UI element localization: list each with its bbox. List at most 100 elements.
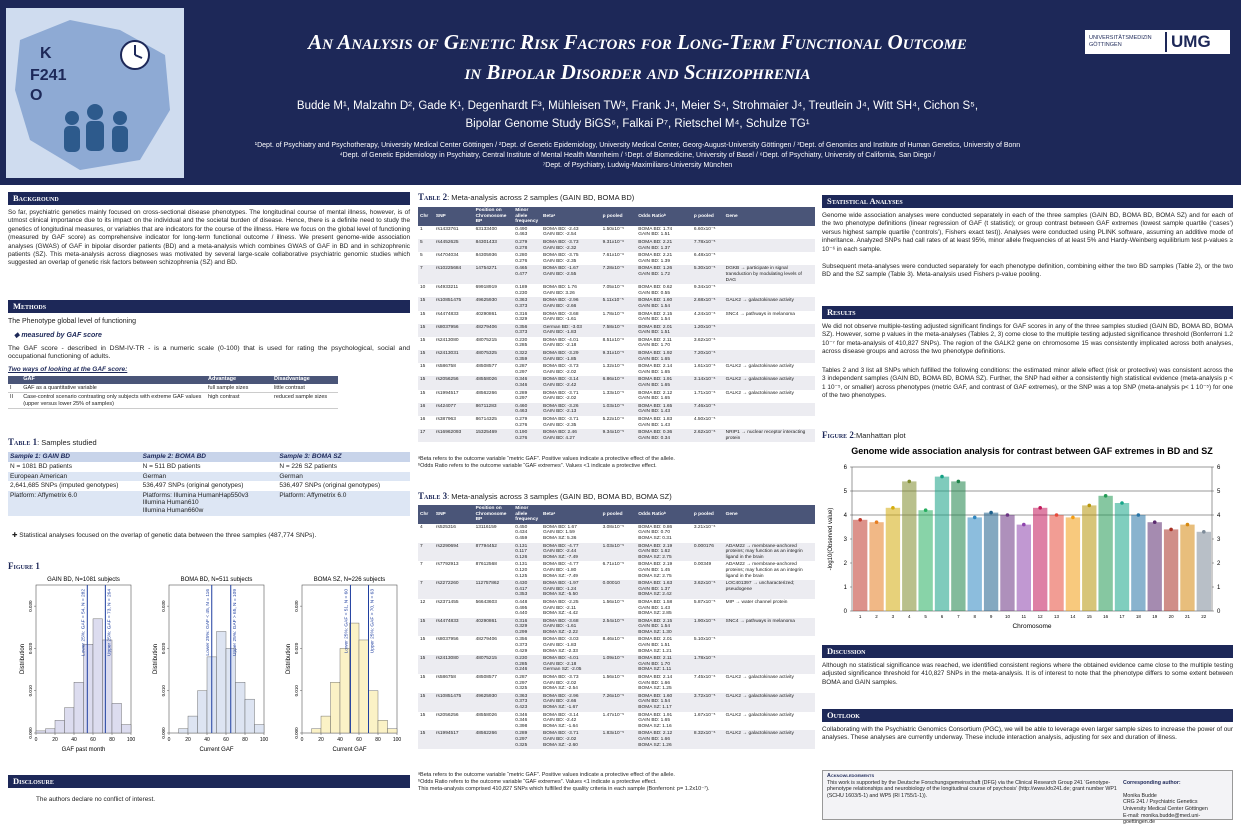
x-tick-label: 20 [318, 737, 324, 743]
cell: 2.62x10⁻⁶ [691, 429, 724, 443]
panel-title: BOMA BD, N=511 subjects [181, 577, 253, 583]
paragraph: We did not observe multiple-testing adju… [822, 323, 1233, 356]
table-row: N = 1081 BD patients N = 511 BD patients N… [8, 462, 410, 472]
caption-text: : Meta-analysis across 3 samples (GAIN B… [447, 492, 672, 501]
column-header: SNP [433, 505, 474, 524]
column-header: Gene [723, 505, 815, 524]
peak-point [1103, 494, 1108, 498]
cell: SNC4 → pathways in melanoma [725, 311, 795, 317]
cell: 48508577 [475, 364, 497, 370]
hist-bar [235, 682, 246, 734]
hist-bar [64, 707, 75, 734]
cell: N = 511 BD patients [140, 462, 278, 472]
cell: 0.490 0.463 [515, 226, 528, 238]
cell: 15 [418, 692, 434, 712]
x-tick-label: 20 [185, 737, 191, 743]
x-tick-label: 0 [35, 737, 38, 743]
section-heading: Discussion [822, 645, 1233, 658]
table-row: 15 rs2413080 48075215 0.230 0.285 BOMA BD: -… [418, 337, 815, 350]
y-tick-label: 0.000 [28, 727, 33, 739]
column-header: p pooled [600, 207, 637, 226]
hist-bar [102, 639, 113, 734]
peak-point [891, 506, 895, 510]
logo-mark: UMG [1165, 32, 1211, 52]
contact-heading: Corresponding author: [1123, 779, 1181, 786]
hist-bar [73, 682, 84, 734]
cell: 4 [420, 524, 423, 530]
table-row: 7 rs7792913 87612568 0.131 0.120 0.125 BOMA … [418, 561, 815, 580]
cell: GALK2 → galactokinase activity [723, 297, 815, 311]
cell: 3.62x10⁻⁶ [693, 337, 716, 343]
cell: 13116159 [475, 524, 497, 530]
cell: 0.363 0.373 0.423 [513, 692, 542, 712]
cell: BOMA BD: 2.21 GAIN BD: 1.37 [636, 238, 692, 253]
paragraph: The GAF score - described in DSM-IV-TR -… [8, 345, 410, 361]
ack-box: Acknowledgements This work is supported … [822, 770, 1233, 825]
cell: BOMA BD: 1.91 GAIN BD: 1.65 BOMA SZ: 1.1… [638, 712, 673, 729]
cell: 14754271 [473, 265, 514, 285]
column-header: Sample 3: BOMA SZ [277, 452, 410, 462]
table-row: 7 rs10225684 14754271 0.465 0.477 BOMA BD: -… [418, 265, 815, 285]
cell: GALK2 → galactokinase activity [725, 390, 794, 396]
section-heading: Methods [8, 300, 410, 313]
paragraph: Genome wide association analyses were co… [822, 212, 1233, 253]
cell [723, 238, 815, 253]
cell: 15 [418, 730, 434, 750]
cell: 0.356 0.373 0.429 [515, 637, 528, 654]
y-tick-label: 0.020 [161, 642, 166, 654]
paragraph: Although no statistical significance was… [822, 662, 1233, 686]
cell: rs2371455 [435, 599, 459, 605]
cell: 15 [420, 675, 426, 681]
y-tick-label: 2 [1217, 561, 1221, 567]
cell: BOMA BD: 2.14 GAIN BD: 1.66 BOMA SZ: 1.2… [638, 675, 673, 692]
section-heading: Results [822, 306, 1233, 319]
cell: 7 [420, 562, 423, 568]
column-header: Odds Ratioᵇ [636, 505, 692, 524]
peak-point [972, 515, 977, 520]
cell: 5 [420, 253, 423, 259]
cutoff-label: Lower 25%: GAF < 45, N = 116 [205, 589, 211, 656]
cell: 8.51x10⁻⁶ [602, 337, 625, 343]
cell: BOMA BD: -3.71 GAIN BD: -2.35 [543, 417, 579, 428]
right-logo: UNIVERSITÄTSMEDIZIN GÖTTINGEN UMG [1085, 30, 1230, 54]
peak-point [1005, 513, 1010, 517]
hist-bar [111, 703, 122, 734]
y-tick-label: 5 [844, 489, 848, 495]
cell: rs2413080 [433, 655, 474, 675]
cell: ADAM22 → membrane-anchored proteins; may… [723, 542, 815, 562]
cell: reduced sample sizes [271, 392, 338, 410]
chromosome-band [1147, 522, 1162, 611]
cell: 15 [420, 311, 426, 317]
y-tick-label: 4 [844, 513, 848, 519]
hist-bar [339, 648, 350, 734]
affiliation: ¹Dept. of Psychiatry and Psychotherapy, … [254, 142, 1021, 149]
x-tick-label: 2 [875, 614, 878, 619]
cell: 15 [420, 337, 426, 343]
hist-bar [121, 724, 132, 734]
table-row: 15 rs1994517 48562266 0.289 0.297 BOMA BD: -… [418, 390, 815, 403]
table-row: 15 rs2413031 48075325 0.322 0.359 BOMA BD: -… [418, 350, 815, 364]
cell: 17 [418, 429, 434, 443]
peak-point [1202, 530, 1206, 534]
cell: BOMA BD: 1.60 GAIN BD: 1.54 [636, 297, 692, 311]
table-row: 15 rs8037956 48279406 0.356 0.373 German BD:… [418, 323, 815, 337]
column-header: Betaᵃ [541, 207, 601, 226]
cell: Platforms: Illumina HumanHap550v3 Illumi… [140, 490, 278, 516]
cell [724, 524, 815, 543]
cell: 0.287 0.297 [515, 364, 528, 375]
cell: rs2413080 [435, 337, 459, 343]
cell: 87612568 [475, 562, 497, 568]
y-tick-label: 3 [1217, 537, 1221, 543]
y-tick-label: 2 [844, 561, 848, 567]
logo-k: K [40, 45, 52, 62]
cell: 0.00349 [693, 562, 712, 568]
x-tick-label: 14 [1070, 614, 1076, 619]
cell: 49625930 [473, 692, 514, 712]
cell: rs4452625 [433, 238, 474, 253]
footnotes: ᵃBeta refers to the outcome variable “me… [418, 456, 815, 470]
table: Sample 1: GAIN BD Sample 2: BOMA BD Sample… [8, 452, 410, 516]
cell: 7 [418, 542, 434, 562]
y-tick-label: 6 [1217, 465, 1221, 471]
x-tick-label: 0 [168, 737, 171, 743]
cell: 4.24x10⁻⁶ [693, 311, 716, 317]
